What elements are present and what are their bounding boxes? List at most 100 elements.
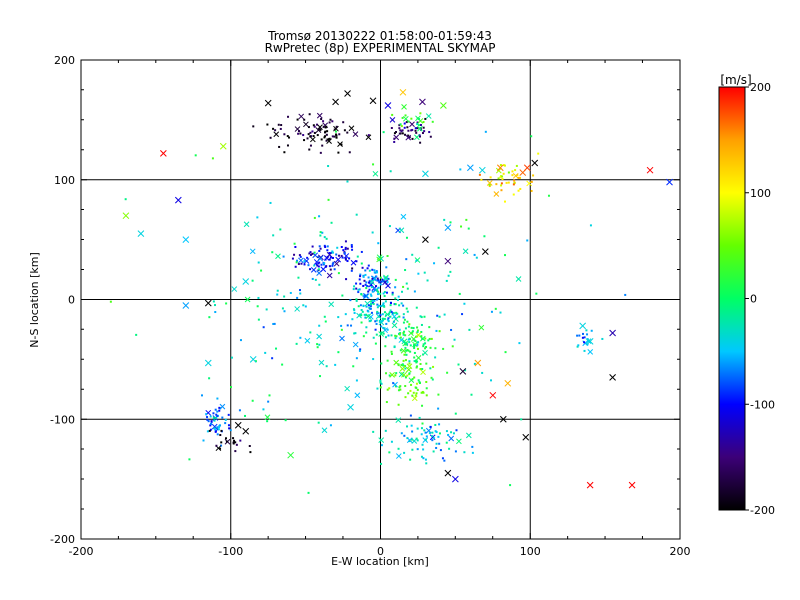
data-point <box>385 291 388 294</box>
data-point <box>436 314 439 317</box>
data-point-cross <box>406 363 413 370</box>
data-point <box>377 242 380 245</box>
data-point <box>234 441 237 444</box>
data-point <box>235 443 238 446</box>
data-point-cross <box>354 392 361 399</box>
data-point <box>271 251 274 254</box>
data-point <box>417 379 420 382</box>
data-point-cross <box>399 88 407 96</box>
data-point-cross <box>422 236 429 243</box>
data-point <box>408 341 411 344</box>
data-point-cross <box>419 335 426 342</box>
data-point <box>398 127 401 130</box>
data-point <box>325 365 328 368</box>
data-point <box>408 136 411 139</box>
data-point <box>267 400 270 403</box>
data-point <box>329 424 332 427</box>
data-point-cross <box>579 322 587 330</box>
data-point <box>396 312 399 315</box>
data-point <box>471 451 474 454</box>
data-point <box>385 322 388 325</box>
data-point-cross <box>609 373 616 381</box>
data-point <box>219 434 222 437</box>
data-point <box>313 125 316 128</box>
data-point <box>340 324 343 327</box>
data-point <box>388 225 391 228</box>
data-point <box>213 419 216 422</box>
data-point-cross <box>317 255 324 262</box>
data-point <box>392 382 395 385</box>
data-point <box>386 254 389 257</box>
data-point <box>400 432 403 435</box>
data-point <box>414 359 417 362</box>
data-point <box>346 247 349 250</box>
data-point <box>296 296 299 299</box>
data-point <box>239 439 242 442</box>
data-point <box>406 425 409 428</box>
data-point <box>410 326 413 329</box>
data-point <box>401 129 404 132</box>
data-point-cross <box>335 256 342 263</box>
data-point <box>225 302 228 305</box>
data-point <box>402 332 405 335</box>
data-point <box>416 326 419 329</box>
data-point <box>431 435 434 438</box>
data-point <box>443 313 446 316</box>
data-point <box>353 285 356 288</box>
data-point-cross <box>310 267 317 273</box>
data-point <box>405 121 408 124</box>
data-point <box>302 134 305 137</box>
data-point-cross <box>344 385 351 392</box>
data-point <box>334 130 337 133</box>
data-point <box>406 348 409 351</box>
data-point <box>318 324 321 327</box>
data-point <box>509 484 512 487</box>
data-point <box>297 276 300 279</box>
data-point <box>483 235 486 238</box>
data-point <box>432 450 435 453</box>
data-point <box>362 275 365 278</box>
data-point <box>420 433 423 436</box>
data-point <box>445 441 448 444</box>
data-point <box>429 346 432 349</box>
data-point <box>370 294 373 297</box>
data-point-cross <box>666 178 673 186</box>
data-point <box>430 376 433 379</box>
data-point <box>324 265 327 268</box>
data-point <box>494 307 497 310</box>
data-point-cross <box>400 213 407 220</box>
data-point <box>583 341 586 344</box>
data-point <box>408 362 411 365</box>
data-point <box>415 365 418 368</box>
data-point <box>578 334 581 337</box>
data-point <box>410 383 413 386</box>
data-point <box>438 423 441 426</box>
data-point <box>309 251 312 254</box>
data-point <box>411 394 414 397</box>
data-point <box>269 136 272 139</box>
data-point <box>365 287 368 290</box>
data-point <box>394 297 397 300</box>
data-point <box>346 260 349 263</box>
data-point <box>353 332 356 335</box>
data-point <box>404 114 407 117</box>
data-point <box>411 430 414 433</box>
data-point <box>286 135 289 138</box>
data-point <box>308 113 311 116</box>
data-point <box>389 309 392 312</box>
data-point <box>431 378 434 381</box>
data-point <box>419 141 422 144</box>
data-point-cross <box>519 169 527 176</box>
data-point <box>417 124 420 127</box>
data-point-cross <box>499 415 507 423</box>
data-point <box>262 326 265 329</box>
data-point <box>413 344 416 347</box>
data-point <box>412 391 415 394</box>
data-point-cross <box>420 369 426 376</box>
data-point <box>188 458 191 461</box>
data-point <box>334 363 337 366</box>
data-point-cross <box>459 367 467 375</box>
data-point <box>321 231 324 234</box>
data-point-cross <box>372 170 379 177</box>
data-point <box>376 310 379 313</box>
